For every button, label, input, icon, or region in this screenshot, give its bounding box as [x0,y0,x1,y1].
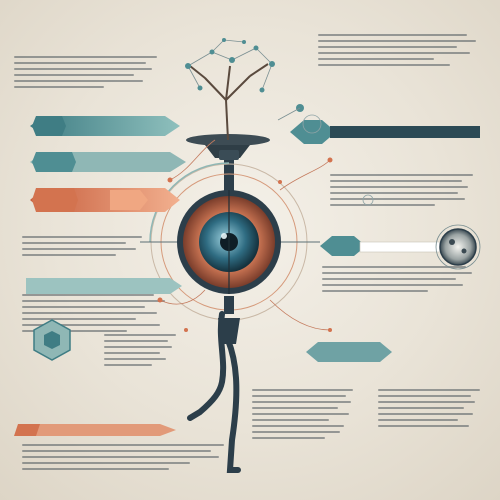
left-middle-text-block [22,232,152,260]
center-bullet-text-block [104,330,184,370]
hexagon-icon [33,319,71,361]
left-banner-2 [30,152,186,172]
network-tree-icon [185,38,304,158]
intro-text-block [14,52,164,92]
walking-figure-icon [187,296,241,473]
left-lower-text-block [22,290,172,336]
right-banner-3 [306,342,392,362]
molecule-globe-icon [435,224,481,270]
right-banner-2 [320,236,441,256]
left-banner-3 [30,188,180,212]
bottom-left-text-block [22,440,232,474]
eye-lens-icon [177,190,281,294]
bottom-right-text-block [378,385,486,431]
right-middle-text-block [330,170,480,210]
right-banner-1 [290,120,480,144]
left-banner-5 [14,424,176,436]
right-lower-text-block [322,262,482,296]
bottom-center-text-block [252,385,362,443]
left-banner-4 [26,278,182,294]
left-banner-1 [30,116,180,136]
top-right-text-block [318,30,483,70]
